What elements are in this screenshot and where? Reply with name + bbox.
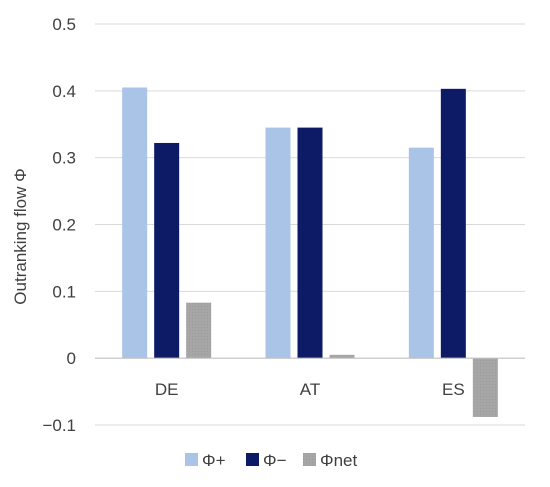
y-axis-title: Outranking flow Φ — [11, 168, 30, 304]
legend-label: Φ+ — [202, 451, 226, 470]
x-tick-label: ES — [442, 380, 465, 399]
y-tick-label: 0.3 — [52, 149, 76, 168]
bar-at-series-2 — [297, 127, 323, 359]
bars — [122, 87, 498, 417]
legend-swatch — [185, 453, 198, 466]
legend-label: Φ− — [263, 451, 287, 470]
bar-at-series-3 — [329, 354, 355, 359]
y-tick-label: 0.4 — [52, 82, 76, 101]
legend: Φ+ Φ− Φnet — [185, 451, 357, 470]
x-tick-label: DE — [155, 380, 179, 399]
bar-de-series-1 — [122, 87, 148, 359]
x-tick-label: AT — [300, 380, 320, 399]
bar-es-series-3 — [472, 358, 498, 417]
legend-label: Φnet — [320, 451, 357, 470]
y-tick-label: −0.1 — [42, 416, 76, 435]
y-tick-label: 0.1 — [52, 282, 76, 301]
y-tick-label: 0 — [67, 349, 76, 368]
legend-swatch — [303, 453, 316, 466]
y-tick-label: 0.2 — [52, 216, 76, 235]
bar-es-series-2 — [440, 88, 466, 359]
axes: −0.1 0 0.1 0.2 0.3 0.4 0.5 DE AT ES — [42, 15, 525, 435]
bar-at-series-1 — [265, 127, 291, 359]
legend-swatch — [246, 453, 259, 466]
bar-de-series-3 — [186, 302, 212, 359]
y-tick-label: 0.5 — [52, 15, 76, 34]
bar-es-series-1 — [408, 147, 434, 359]
bar-de-series-2 — [154, 142, 180, 359]
